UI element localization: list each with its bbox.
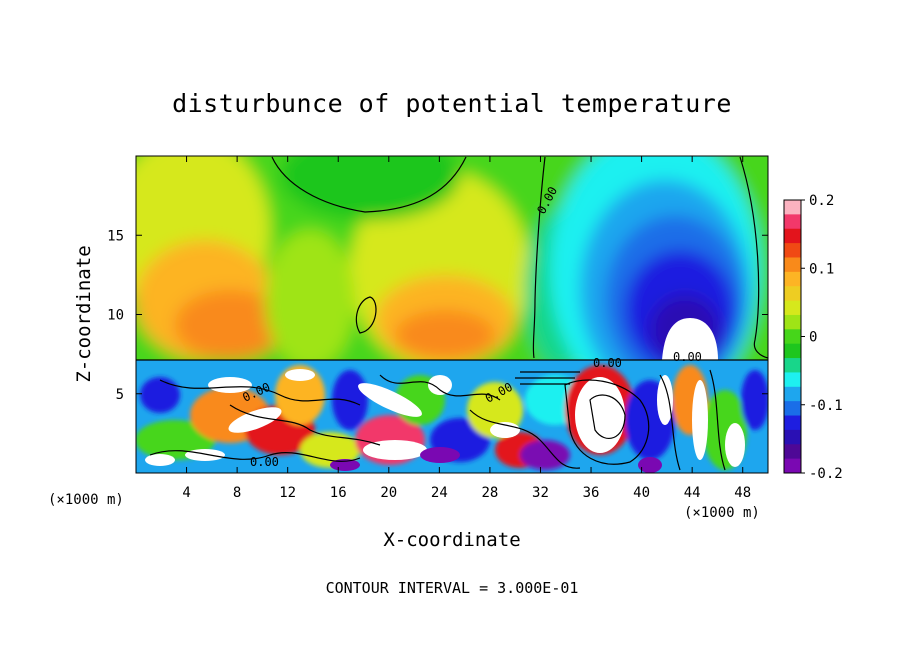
x-tick-label: 4	[182, 485, 190, 501]
chart-title: disturbunce of potential temperature	[172, 89, 732, 118]
contour-label: 0.00	[673, 350, 702, 364]
x-tick-label: 44	[684, 485, 701, 501]
lower-field	[136, 360, 768, 473]
colorbar-tick-label: 0	[809, 330, 817, 346]
contour-lines	[136, 156, 768, 471]
colorbar-swatch	[784, 286, 801, 302]
white-overshoot-region	[662, 318, 718, 360]
plot-area: 0.00 0.00 0.00 0.00 0.00 0.00	[135, 155, 769, 474]
y-tick-label: 5	[116, 387, 124, 403]
colorbar-tick-label: -0.1	[809, 398, 843, 414]
colorbar-swatch	[784, 444, 801, 460]
x-tick-label: 12	[279, 485, 296, 501]
contour-label: 0.00	[593, 356, 622, 370]
colorbar-swatch	[784, 228, 801, 244]
colorbar-swatch	[784, 214, 801, 230]
colorbar-swatch	[784, 429, 801, 445]
x-tick-label: 32	[532, 485, 549, 501]
x-tick-label: 20	[380, 485, 397, 501]
x-axis-label: X-coordinate	[383, 529, 520, 551]
y-tick-label: 10	[107, 308, 124, 324]
colorbar-swatch	[784, 257, 801, 273]
colorbar-swatch	[784, 300, 801, 316]
colorbar-swatch	[784, 386, 801, 402]
colorbar-swatch	[784, 200, 801, 215]
colorbar-swatch	[784, 243, 801, 258]
y-axis-label: Z-coordinate	[73, 245, 95, 382]
colorbar-swatch	[784, 271, 801, 287]
colorbar-tick-label: 0.1	[809, 261, 834, 277]
contour-label: 0.00	[250, 455, 279, 469]
colorbar-swatch	[784, 329, 801, 345]
x-tick-label: 48	[734, 485, 751, 501]
x-tick-label: 28	[481, 485, 498, 501]
x-axis: 4 8 12 16 20 24 28 32 36 40 44 48	[182, 156, 751, 501]
contour-interval-note: CONTOUR INTERVAL = 3.000E-01	[326, 579, 579, 597]
x-tick-label: 40	[633, 485, 650, 501]
colorbar-swatch	[784, 372, 801, 388]
y-axis-unit: (×1000 m)	[48, 492, 124, 508]
colorbar-swatch	[784, 343, 801, 359]
x-tick-label: 24	[431, 485, 448, 501]
colorbar-swatch	[784, 458, 801, 474]
colorbar-tick-label: -0.2	[809, 466, 843, 482]
colorbar-tick-label: 0.2	[809, 193, 834, 209]
colorbar-swatch	[784, 314, 801, 330]
colorbar-swatch	[784, 401, 801, 417]
colorbar-swatch	[784, 415, 801, 431]
x-tick-label: 36	[583, 485, 600, 501]
y-tick-label: 15	[107, 228, 124, 244]
colorbar-swatch	[784, 358, 801, 373]
x-axis-unit: (×1000 m)	[684, 505, 760, 521]
y-axis: 5 10 15	[107, 228, 768, 403]
colorbar: 0.2 0.1 0 -0.1 -0.2	[783, 193, 843, 482]
x-tick-label: 8	[233, 485, 241, 501]
x-tick-label: 16	[330, 485, 347, 501]
